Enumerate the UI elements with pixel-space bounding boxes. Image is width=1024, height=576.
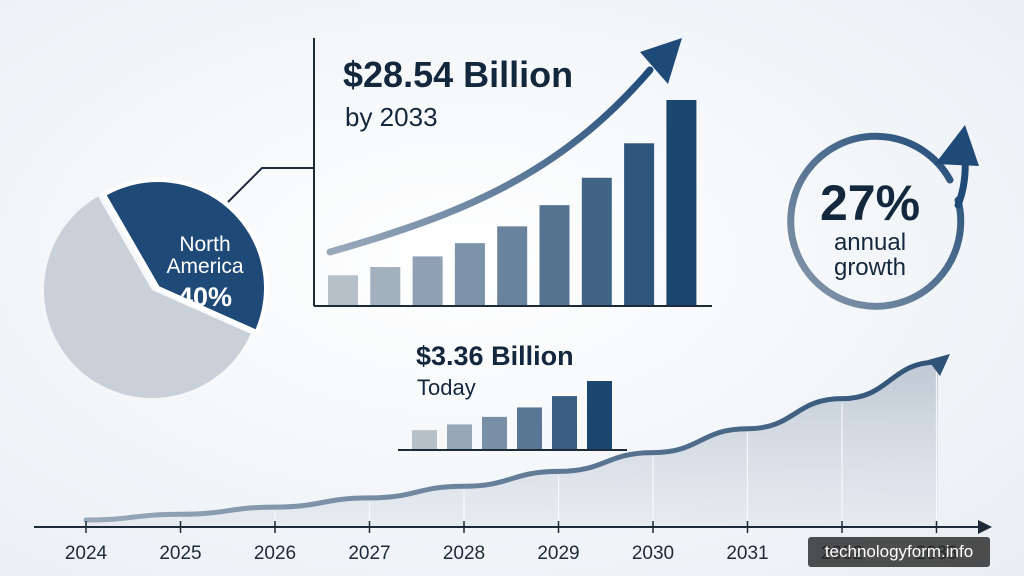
today-bar xyxy=(552,396,577,449)
x-tick-label: 2029 xyxy=(537,543,579,564)
forecast-bar-chart: $28.54 Billion by 2033 xyxy=(313,38,712,307)
forecast-bar xyxy=(581,177,612,305)
area-trend-line xyxy=(83,359,941,523)
x-ticks xyxy=(85,521,938,533)
pie-slice-value-label: 40% xyxy=(178,282,232,312)
area-arrowhead xyxy=(928,354,950,376)
today-bar xyxy=(587,381,612,449)
forecast-bar xyxy=(539,205,570,305)
forecast-trend-arrow xyxy=(326,66,654,256)
forecast-bar xyxy=(624,143,655,305)
x-tick-label: 2027 xyxy=(348,543,390,564)
today-bar xyxy=(482,416,507,449)
today-bar xyxy=(447,424,472,449)
today-value-title: $3.36 Billion xyxy=(416,341,574,371)
pie-chart: North America 40% xyxy=(44,167,314,398)
pie-slice-north-america xyxy=(101,178,268,335)
x-tick-label: 2028 xyxy=(443,543,485,564)
forecast-bar xyxy=(328,275,358,305)
today-bar xyxy=(517,407,542,449)
today-bars xyxy=(412,381,612,449)
pie-slice-rest xyxy=(44,196,251,398)
x-tick-label: 2026 xyxy=(254,543,296,564)
forecast-bar xyxy=(454,243,485,305)
x-axis-arrowhead xyxy=(978,520,992,534)
area-dividers xyxy=(179,366,938,526)
forecast-trend-arrowhead xyxy=(640,38,682,84)
growth-circle-arc xyxy=(787,132,965,310)
forecast-bar xyxy=(666,100,697,305)
forecast-bar xyxy=(370,267,401,305)
growth-label-line1: annual xyxy=(834,229,906,256)
growth-badge: 27% annual growth xyxy=(787,125,979,310)
forecast-value-title: $28.54 Billion xyxy=(343,54,573,95)
today-bar-chart: $3.36 Billion Today xyxy=(398,341,627,451)
forecast-value-subtitle: by 2033 xyxy=(345,102,438,132)
x-tick-label: 2024 xyxy=(65,543,108,564)
forecast-bar xyxy=(497,226,528,305)
x-tick-label: 2030 xyxy=(632,543,674,564)
watermark-badge: technologyform.info xyxy=(808,537,990,567)
x-tick-label: 2025 xyxy=(159,543,201,564)
pie-slice-label-line2: America xyxy=(166,255,243,278)
forecast-bars xyxy=(328,100,697,305)
x-tick-label: 2031 xyxy=(726,543,768,564)
forecast-bar xyxy=(412,256,443,305)
pie-slice-label-line1: North xyxy=(179,233,230,256)
pie-callout-line xyxy=(227,167,314,203)
today-bar xyxy=(412,430,437,449)
today-value-subtitle: Today xyxy=(417,375,476,400)
growth-label-line2: growth xyxy=(834,254,906,281)
growth-percentage: 27% xyxy=(820,175,920,231)
area-fill xyxy=(86,362,938,526)
growth-circle-arrowhead xyxy=(935,125,979,166)
